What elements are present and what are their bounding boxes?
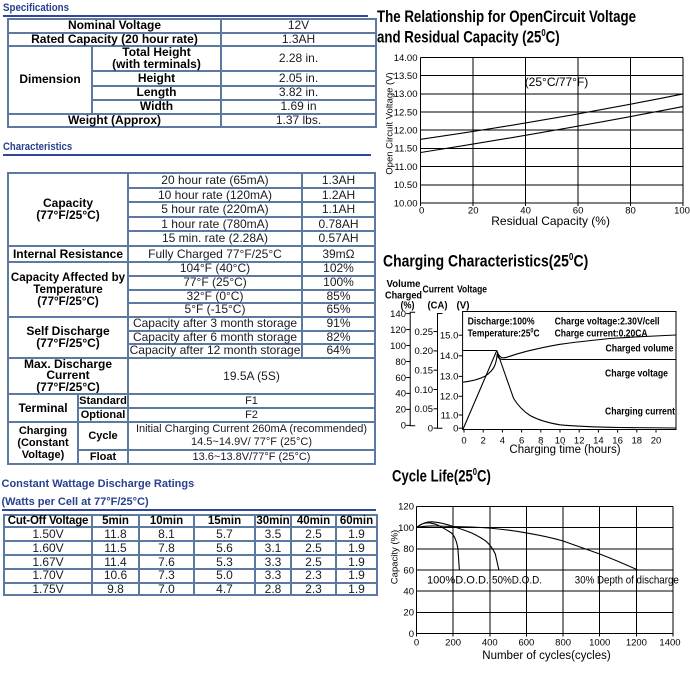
svg-text:80: 80 [395,357,406,368]
svg-text:0.05: 0.05 [415,404,434,415]
svg-text:60: 60 [395,373,406,384]
svg-text:1200: 1200 [626,638,647,649]
svg-text:Charging time (hours): Charging time (hours) [509,444,620,456]
svg-text:15.0: 15.0 [440,331,459,342]
svg-text:20: 20 [468,206,479,217]
svg-text:0.25: 0.25 [415,327,434,338]
svg-text:Charge current:0.20CA: Charge current:0.20CA [555,328,648,339]
svg-text:100: 100 [398,523,414,534]
svg-text:40: 40 [520,206,531,217]
svg-text:20: 20 [403,608,414,619]
svg-text:(V): (V) [457,301,470,312]
svg-text:6: 6 [519,436,524,447]
svg-text:120: 120 [390,325,406,336]
svg-text:2: 2 [481,436,486,447]
svg-text:11.00: 11.00 [394,162,417,173]
svg-text:14.0: 14.0 [440,351,459,362]
svg-text:Charged volume: Charged volume [606,344,674,355]
svg-text:0: 0 [428,423,433,434]
svg-text:13.0: 13.0 [440,372,459,383]
svg-text:(%): (%) [401,301,415,312]
svg-text:0: 0 [461,436,466,447]
svg-text:0: 0 [401,421,406,432]
svg-text:0: 0 [419,206,424,217]
svg-text:4: 4 [500,436,505,447]
svg-text:100: 100 [390,341,406,352]
svg-text:11.50: 11.50 [394,144,417,155]
svg-text:50%D.O.D.: 50%D.O.D. [492,575,542,587]
svg-text:100: 100 [674,206,690,217]
svg-text:800: 800 [555,638,571,649]
svg-text:80: 80 [625,206,636,217]
svg-text:40: 40 [403,586,414,597]
svg-text:Discharge:100%: Discharge:100% [468,316,535,327]
svg-text:10: 10 [555,436,566,447]
svg-text:80: 80 [403,544,414,555]
svg-text:10.00: 10.00 [394,198,418,209]
svg-text:Residual Capacity (%): Residual Capacity (%) [491,214,610,228]
svg-text:(CA): (CA) [428,301,448,312]
svg-text:200: 200 [445,638,461,649]
svg-text:0.15: 0.15 [415,366,434,377]
svg-text:Voltage: Voltage [457,285,487,296]
svg-text:140: 140 [390,309,406,320]
svg-text:12: 12 [574,436,585,447]
svg-text:0: 0 [453,424,458,435]
svg-text:Capacity (%): Capacity (%) [390,530,401,584]
svg-text:600: 600 [518,638,534,649]
svg-text:14.00: 14.00 [394,53,418,64]
svg-text:Temperature:250C: Temperature:250C [468,327,540,339]
svg-text:20: 20 [395,405,406,416]
svg-text:Volume: Volume [387,279,421,290]
svg-text:100%D.O.D.: 100%D.O.D. [427,575,489,587]
svg-text:12.0: 12.0 [440,392,459,403]
svg-text:30% Depth of discharge: 30% Depth of discharge [575,575,679,587]
svg-text:Current: Current [423,285,455,296]
svg-text:12.50: 12.50 [394,107,418,118]
svg-text:14: 14 [593,436,604,447]
svg-text:0.10: 0.10 [415,385,434,396]
svg-text:11.0: 11.0 [441,410,459,421]
svg-text:12.00: 12.00 [394,126,418,137]
svg-text:60: 60 [403,565,414,576]
svg-text:1400: 1400 [659,638,680,649]
svg-text:(25°C/77°F): (25°C/77°F) [525,75,589,89]
svg-text:400: 400 [482,638,498,649]
svg-text:0: 0 [409,629,414,640]
svg-text:10.50: 10.50 [394,180,418,191]
svg-text:0: 0 [414,638,419,649]
svg-text:0.20: 0.20 [415,346,434,357]
svg-text:16: 16 [612,436,623,447]
svg-text:40: 40 [395,389,406,400]
svg-text:Charged: Charged [385,291,422,302]
svg-text:60: 60 [573,206,584,217]
svg-text:8: 8 [538,436,543,447]
svg-text:20: 20 [651,436,662,447]
svg-text:Charge voltage: Charge voltage [605,369,668,380]
svg-text:Number of cycles(cycles): Number of cycles(cycles) [482,650,611,662]
svg-text:Charge voltage:2.30V/cell: Charge voltage:2.30V/cell [555,316,660,327]
svg-text:1000: 1000 [589,638,610,649]
svg-text:120: 120 [398,502,414,513]
svg-text:Open Circuit Voltage (V): Open Circuit Voltage (V) [385,72,396,174]
svg-text:13.00: 13.00 [394,89,418,100]
svg-text:Charging current: Charging current [605,407,676,418]
svg-text:18: 18 [632,436,643,447]
svg-text:13.50: 13.50 [394,71,418,82]
